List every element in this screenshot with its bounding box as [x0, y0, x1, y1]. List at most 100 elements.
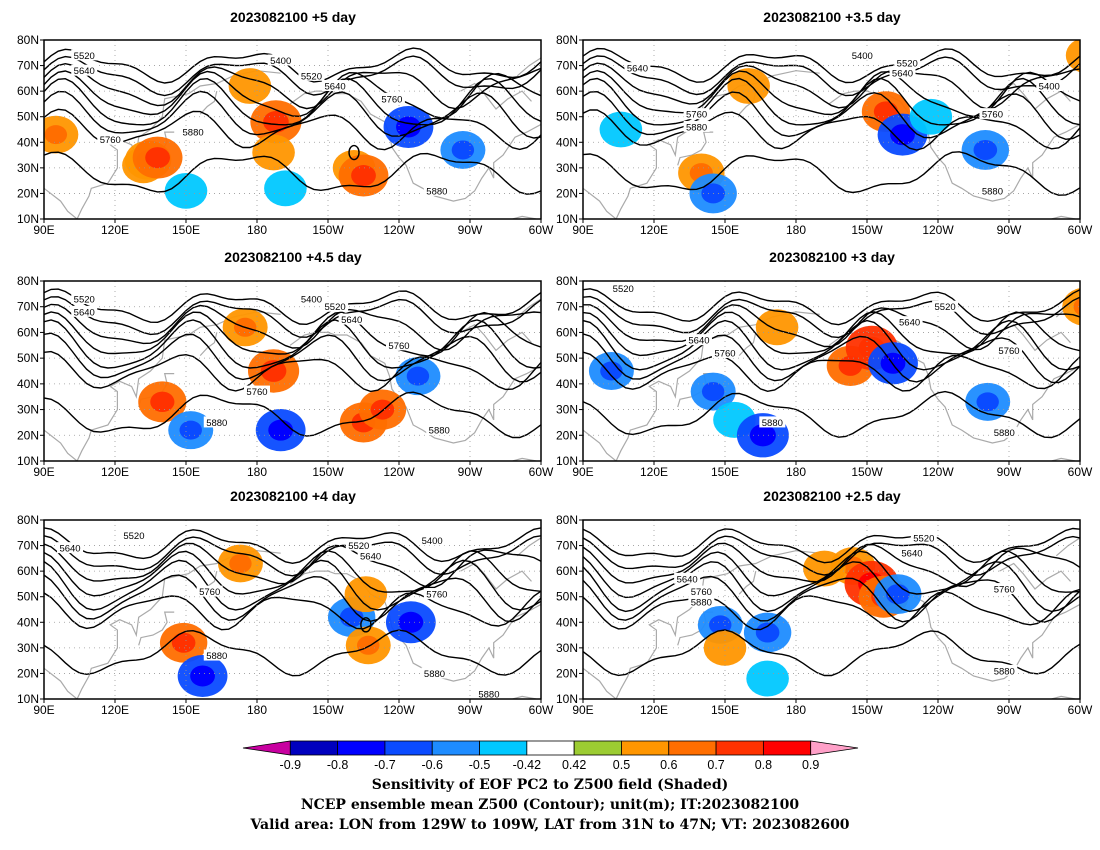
y-tick-label: 40N	[556, 135, 578, 149]
sensitivity-core	[229, 553, 252, 573]
z500-contour	[583, 295, 1080, 339]
sensitivity-core	[1073, 298, 1080, 316]
contour-label-bg	[338, 313, 365, 325]
contour-label-bg	[683, 120, 710, 132]
y-tick-label: 60N	[17, 84, 39, 98]
contour-label: 5520	[935, 302, 956, 313]
sensitivity-shade	[252, 134, 295, 171]
z500-contour	[44, 55, 541, 97]
contour-label: 5520	[897, 59, 918, 70]
contour-label: 5640	[59, 544, 80, 555]
z500-contour	[44, 70, 541, 119]
z500-contour	[44, 350, 541, 393]
x-tick-label: 90W	[997, 465, 1022, 479]
y-tick-label: 30N	[556, 161, 578, 175]
panel-title: 2023082100 +5 day	[230, 9, 356, 25]
contour-label-bg	[203, 416, 230, 428]
sensitivity-shade	[344, 576, 388, 613]
caption-title: Sensitivity of EOF PC2 to Z500 field (Sh…	[371, 777, 729, 793]
z500-contour	[583, 575, 1080, 623]
contour-label: 5640	[74, 307, 95, 318]
contour-label: 5640	[360, 551, 381, 562]
map-frame	[582, 39, 1081, 220]
colorbar-swatch	[621, 740, 670, 756]
contour-label: 5760	[199, 587, 220, 598]
z500-contour	[44, 590, 541, 631]
coastline	[1087, 327, 1100, 332]
coastline	[199, 90, 218, 115]
z500-contour	[44, 574, 541, 623]
z500-contour	[44, 542, 541, 589]
map-panel-0: 2023082100 +5 day 5520564054005520564057…	[17, 9, 554, 237]
coastline	[512, 215, 537, 219]
y-tick-label: 40N	[556, 377, 578, 391]
map-panel-5: 2023082100 +2.5 day 55205640564057605880…	[556, 488, 1100, 717]
contour-label: 5880	[183, 128, 204, 139]
contour-label-bg	[97, 133, 124, 145]
x-tick-label: 120W	[922, 465, 954, 479]
contour-label-bg	[426, 424, 453, 436]
y-tick-label: 60N	[556, 325, 578, 339]
y-tick-label: 80N	[556, 33, 578, 47]
x-tick-label: 150W	[312, 703, 344, 717]
contour-label-bg	[979, 108, 1006, 120]
x-tick-label: 60W	[1068, 465, 1093, 479]
sensitivity-core	[406, 366, 430, 386]
coastline	[1087, 86, 1100, 91]
x-tick-label: 90W	[997, 703, 1022, 717]
sensitivity-core	[976, 392, 999, 412]
coastline	[460, 82, 532, 110]
colorbar-label: -0.5	[469, 758, 491, 772]
map-frame	[582, 519, 1081, 700]
coastline	[1051, 695, 1076, 699]
x-tick-label: 90W	[458, 465, 483, 479]
z500-contour	[44, 62, 541, 110]
colorbar-label: -0.9	[280, 758, 302, 772]
contour-label: 5760	[686, 110, 707, 121]
contour-label-bg	[203, 649, 230, 661]
contour-label: 5520	[301, 71, 322, 82]
contour-label: 5520	[913, 533, 934, 544]
contour-label-bg	[683, 108, 710, 120]
z500-contour	[44, 288, 541, 326]
y-tick-label: 20N	[17, 428, 39, 442]
y-tick-label: 70N	[17, 59, 39, 73]
contour-label-bg	[419, 534, 446, 546]
x-tick-label: 90E	[33, 223, 54, 237]
contour-label: 5640	[627, 64, 648, 75]
colorbar-arrow-low	[242, 740, 291, 756]
map-frame	[43, 280, 542, 462]
contour-label-bg	[244, 385, 270, 397]
contour-label: 5760	[388, 341, 409, 352]
x-tick-label: 120W	[383, 703, 415, 717]
y-tick-label: 70N	[556, 539, 578, 553]
y-tick-label: 30N	[556, 641, 578, 655]
coastline	[1087, 566, 1100, 571]
y-tick-label: 60N	[17, 325, 39, 339]
panel-title: 2023082100 +3.5 day	[763, 9, 901, 25]
colorbar-label: 0.6	[660, 758, 677, 772]
sensitivity-core	[145, 147, 171, 169]
y-tick-label: 30N	[17, 403, 39, 417]
coastline	[289, 331, 541, 444]
contour-label-bg	[345, 539, 372, 551]
x-tick-label: 150W	[851, 465, 883, 479]
sensitivity-shade	[746, 660, 789, 697]
y-tick-label: 20N	[17, 666, 39, 680]
contour-label: 5880	[691, 597, 712, 608]
sensitivity-shade	[599, 111, 643, 148]
contour-label-bg	[423, 588, 450, 600]
caption-contour-info: NCEP ensemble mean Z500 (Contour); unit(…	[300, 797, 800, 813]
z500-contour	[583, 333, 1080, 384]
z500-contour	[44, 391, 541, 439]
y-tick-label: 70N	[17, 300, 39, 314]
z500-contour	[44, 47, 541, 84]
coastline	[512, 695, 537, 699]
colorbar-swatch	[431, 740, 480, 756]
sensitivity-core	[398, 611, 424, 633]
contour-label-bg	[991, 664, 1018, 676]
sensitivity-core	[351, 165, 376, 187]
